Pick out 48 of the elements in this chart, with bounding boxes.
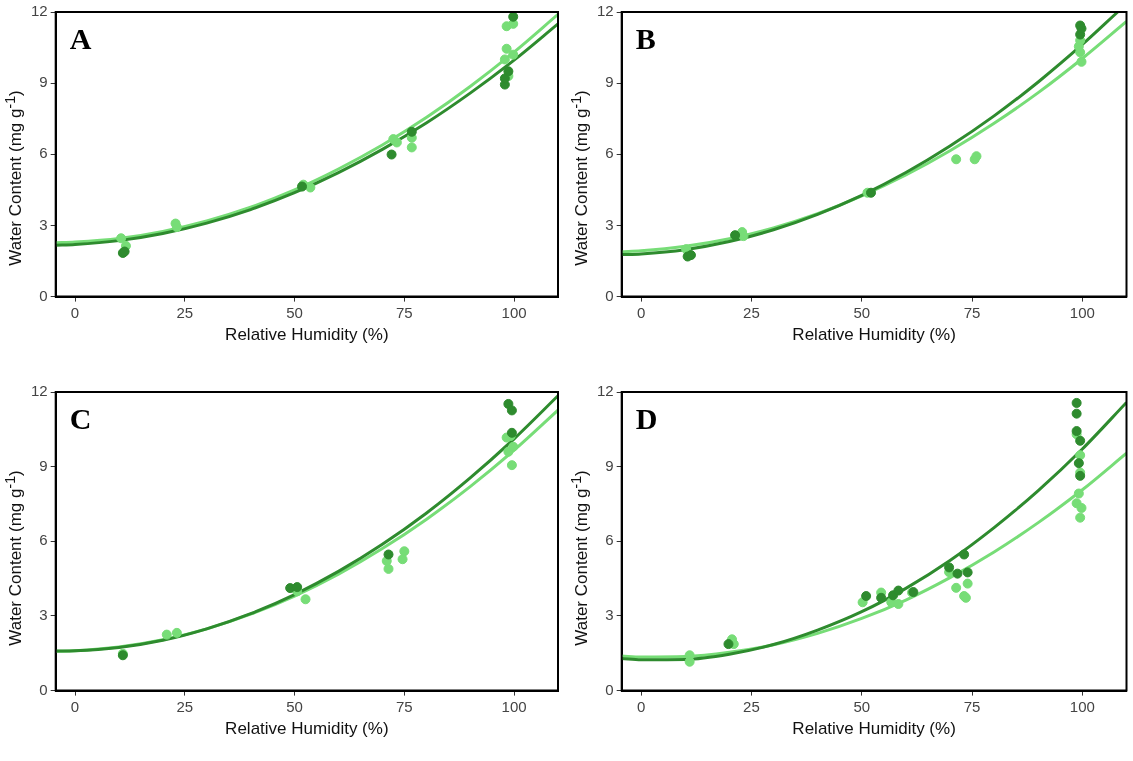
x-tick-label: 100 — [501, 303, 527, 321]
x-tick-label: 75 — [395, 303, 413, 321]
x-tick-label: 0 — [636, 303, 646, 321]
y-tick-label: 12 — [31, 382, 48, 400]
x-tick-label: 50 — [853, 697, 871, 715]
x-tick-label: 25 — [743, 303, 760, 321]
annotation: C — [69, 401, 92, 435]
x-tick-label: 25 — [176, 697, 194, 715]
y-tick-label: 6 — [39, 144, 48, 162]
y-tick-label: 12 — [597, 2, 614, 20]
y-tick-label: 0 — [39, 286, 48, 304]
y-tick-label: 9 — [605, 456, 614, 474]
x-tick-label: 100 — [1069, 303, 1095, 321]
x-axis-title: Relative Humidity (%) — [225, 325, 389, 345]
y-tick-label: 6 — [39, 531, 48, 549]
y-tick-label: 0 — [605, 680, 614, 698]
x-tick-label: 0 — [70, 697, 80, 715]
x-tick-label: 100 — [501, 697, 527, 715]
x-tick-label: 50 — [286, 697, 303, 715]
y-tick-label: 6 — [605, 531, 614, 549]
y-tick-label: 6 — [605, 144, 614, 162]
x-tick-label: 25 — [176, 303, 194, 321]
annotation: D — [635, 401, 658, 435]
x-tick-label: 50 — [853, 303, 871, 321]
x-tick-label: 25 — [743, 697, 760, 715]
x-axis-title: Relative Humidity (%) — [792, 325, 956, 345]
x-tick-label: 75 — [963, 303, 981, 321]
y-tick-label: 0 — [605, 286, 614, 304]
x-tick-label: 75 — [963, 697, 981, 715]
x-tick-label: 75 — [395, 697, 413, 715]
y-tick-label: 3 — [39, 606, 48, 624]
y-tick-label: 12 — [597, 382, 614, 400]
y-tick-label: 0 — [39, 680, 48, 698]
y-tick-label: 3 — [39, 215, 48, 233]
x-tick-label: 0 — [70, 303, 80, 321]
y-tick-label: 9 — [39, 456, 48, 474]
annotation: B — [635, 21, 656, 55]
y-tick-label: 3 — [605, 215, 614, 233]
x-tick-label: 50 — [286, 303, 303, 321]
y-tick-label: 9 — [605, 73, 614, 91]
x-tick-label: 0 — [636, 697, 646, 715]
x-tick-label: 100 — [1069, 697, 1095, 715]
y-tick-label: 3 — [605, 606, 614, 624]
y-tick-label: 9 — [39, 73, 48, 91]
x-axis-title: Relative Humidity (%) — [225, 719, 389, 739]
x-axis-title: Relative Humidity (%) — [792, 719, 956, 739]
y-tick-label: 12 — [31, 2, 48, 20]
annotation: A — [69, 21, 92, 55]
